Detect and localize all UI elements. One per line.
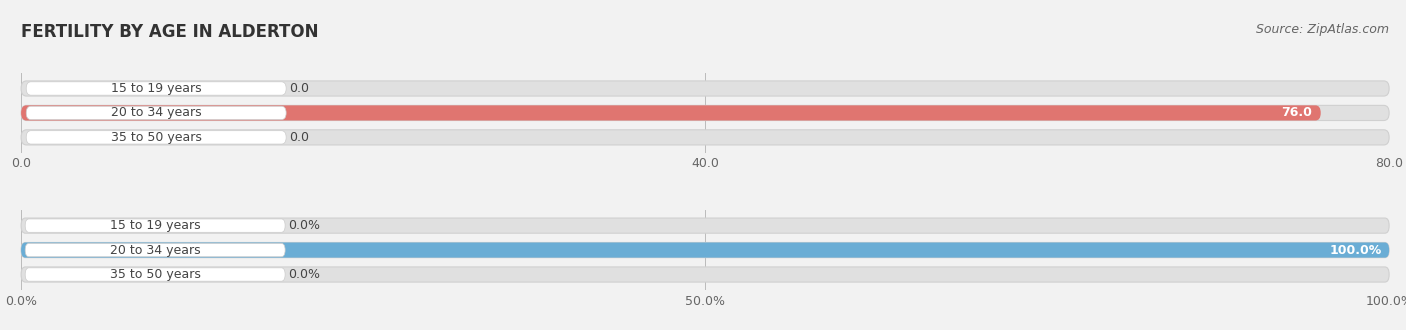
Text: 35 to 50 years: 35 to 50 years (110, 268, 201, 281)
FancyBboxPatch shape (21, 105, 1320, 120)
FancyBboxPatch shape (21, 218, 1389, 233)
FancyBboxPatch shape (27, 131, 287, 144)
Text: 0.0: 0.0 (290, 82, 309, 95)
FancyBboxPatch shape (21, 243, 1389, 258)
Text: 0.0%: 0.0% (288, 268, 319, 281)
FancyBboxPatch shape (21, 105, 1389, 120)
FancyBboxPatch shape (25, 244, 285, 257)
FancyBboxPatch shape (21, 267, 1389, 282)
Text: FERTILITY BY AGE IN ALDERTON: FERTILITY BY AGE IN ALDERTON (21, 23, 319, 41)
Text: 0.0%: 0.0% (288, 219, 319, 232)
FancyBboxPatch shape (25, 219, 285, 232)
Text: Source: ZipAtlas.com: Source: ZipAtlas.com (1256, 23, 1389, 36)
Text: 15 to 19 years: 15 to 19 years (111, 82, 201, 95)
Text: 20 to 34 years: 20 to 34 years (110, 244, 201, 256)
FancyBboxPatch shape (21, 130, 1389, 145)
FancyBboxPatch shape (27, 82, 287, 95)
Text: 100.0%: 100.0% (1330, 244, 1382, 256)
FancyBboxPatch shape (27, 106, 287, 119)
Text: 20 to 34 years: 20 to 34 years (111, 107, 201, 119)
Text: 0.0: 0.0 (290, 131, 309, 144)
Text: 76.0: 76.0 (1281, 107, 1312, 119)
FancyBboxPatch shape (25, 268, 285, 281)
FancyBboxPatch shape (21, 81, 1389, 96)
FancyBboxPatch shape (21, 243, 1389, 258)
Text: 15 to 19 years: 15 to 19 years (110, 219, 201, 232)
Text: 35 to 50 years: 35 to 50 years (111, 131, 201, 144)
